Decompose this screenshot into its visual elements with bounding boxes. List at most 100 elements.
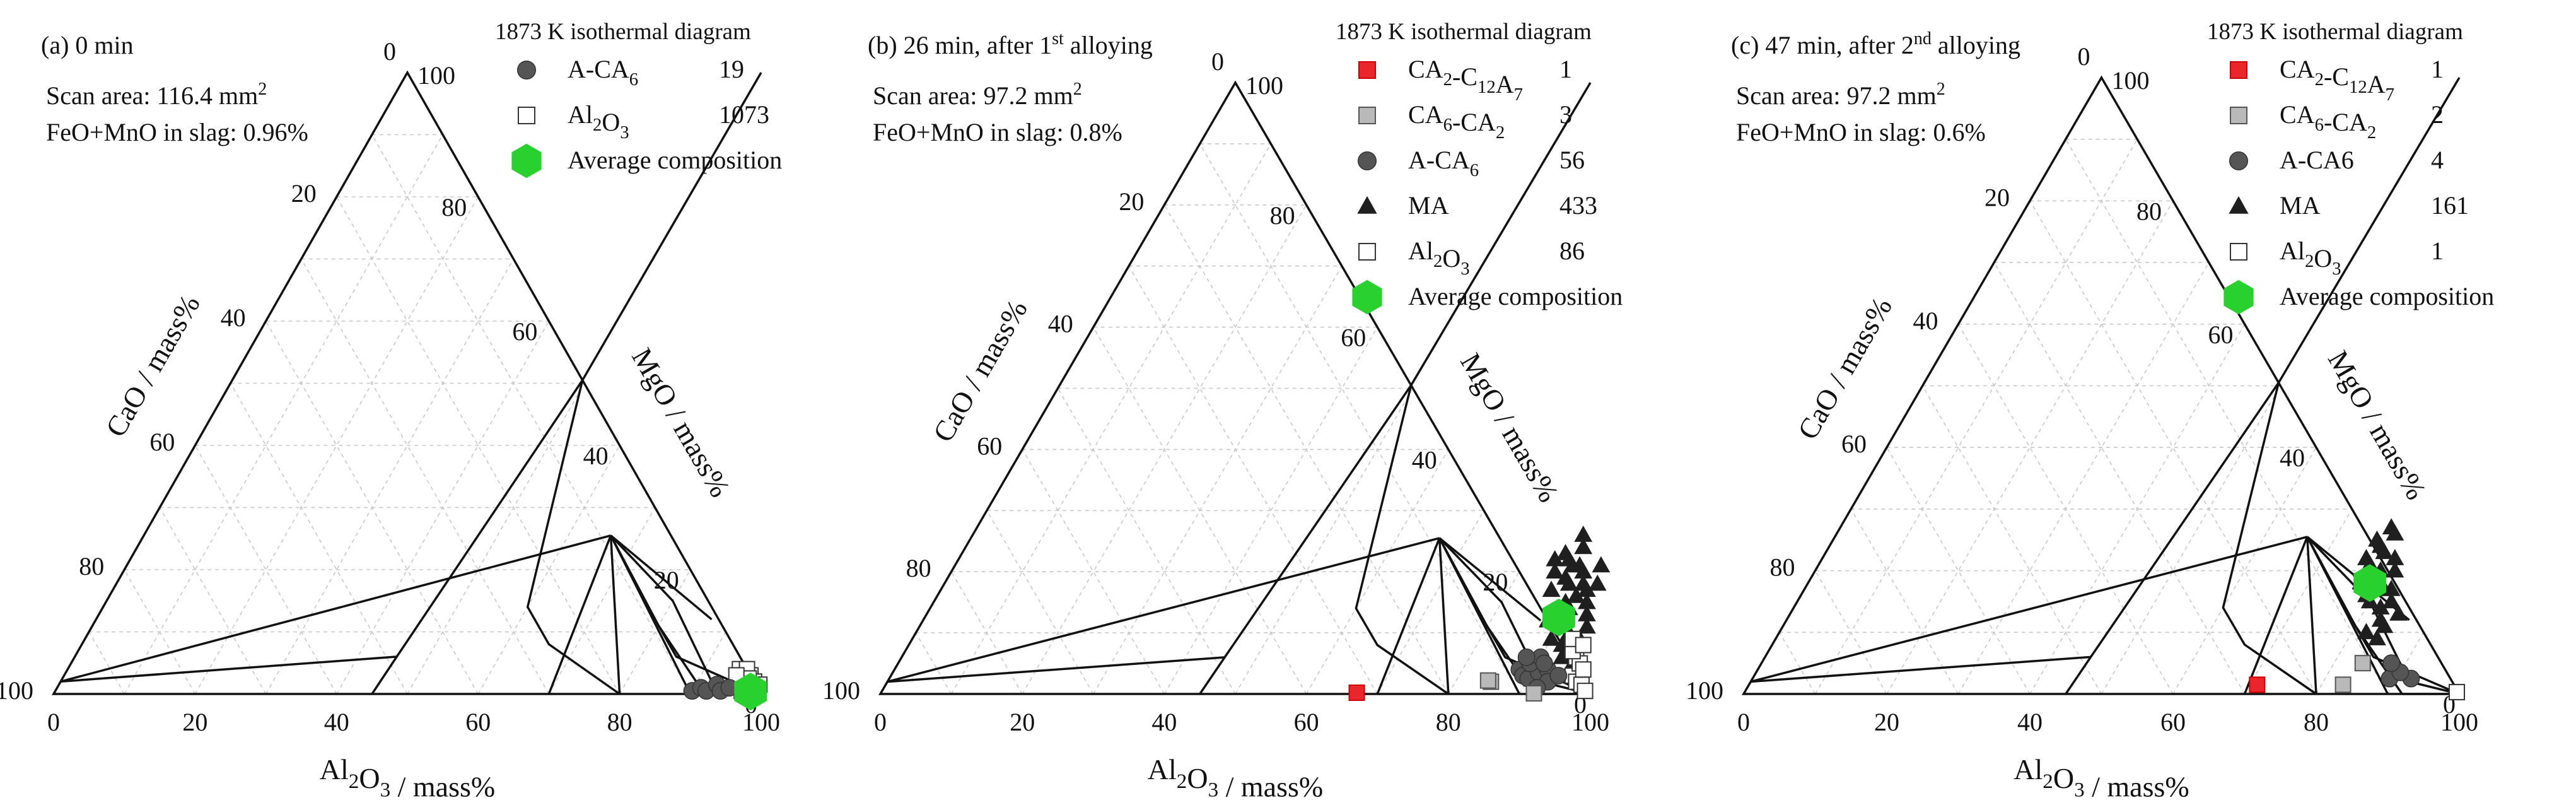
point-al2o3	[1575, 637, 1592, 654]
legend-label: CA6-CA2	[1408, 100, 1505, 143]
tick-label-al2o3: 100	[1571, 708, 1609, 736]
panel-label: (a) 0 min	[41, 31, 134, 59]
tick-label-mgo: 60	[1341, 324, 1366, 352]
tick-label-cao: 40	[221, 303, 246, 332]
axis-title-al2o3: Al2O3 / mass%	[2014, 753, 2189, 803]
point-ma	[2382, 580, 2401, 596]
grid-line	[1993, 262, 2246, 695]
grid-line	[619, 569, 691, 695]
point-a-ca6	[1517, 648, 1536, 666]
grid-line	[371, 134, 691, 695]
point-a-ca6	[1535, 654, 1553, 673]
legend-label: Average composition	[1408, 282, 1623, 310]
grid-line	[1128, 266, 1378, 695]
legend-count: 3	[1559, 100, 1572, 129]
point-a-ca6	[2382, 654, 2401, 673]
tick-label-cao: 60	[1841, 430, 1867, 458]
grid-line	[265, 259, 514, 695]
point-ma	[1542, 629, 1561, 646]
legend-label: Average composition	[568, 146, 782, 174]
point-ma	[2375, 616, 2394, 633]
tick-label-cao: 40	[1913, 307, 1938, 335]
tick-label-mgo: 20	[1483, 568, 1508, 596]
panel-label: (b) 26 min, after 1st alloying	[868, 29, 1153, 59]
ternary-panel-a: 000202020404040606060808080100100100Al2O…	[0, 19, 782, 803]
point-ma	[1559, 574, 1578, 591]
phase-boundary-line	[2065, 656, 2092, 695]
tick-label-al2o3: 20	[182, 708, 207, 736]
grid-line	[1886, 447, 2031, 695]
axis-title-mgo: MgO / mass%	[2322, 345, 2433, 505]
legend-marker-al2o3	[2230, 243, 2247, 261]
legend-count: 2	[2431, 100, 2444, 129]
phase-boundary-line	[1751, 77, 2461, 683]
legend-label: CA2-C12A7	[1408, 55, 1523, 105]
point-average-composition	[734, 673, 767, 710]
legend-marker-average-composition	[1352, 279, 1382, 315]
grid-line	[477, 445, 621, 695]
point-ma	[2386, 561, 2404, 578]
grid-line	[1922, 385, 2102, 695]
grid-line	[1779, 632, 1816, 695]
grid-line	[1850, 508, 1959, 695]
legend-label: Al2O3	[1408, 237, 1470, 279]
grid-line	[1093, 266, 1343, 695]
tick-label-cao: 80	[79, 552, 104, 580]
scan-area: Scan area: 97.2 mm2	[1736, 79, 1945, 110]
phase-boundary-line	[547, 535, 612, 695]
phase-boundary-line	[610, 534, 706, 695]
phase-boundary-line	[887, 82, 1592, 683]
phase-boundary-line	[60, 534, 612, 683]
triangle-frame	[51, 70, 764, 695]
axis-title-mgo: MgO / mass%	[626, 343, 737, 502]
tick-label-cao: 20	[291, 179, 317, 208]
legend-label: A-CA6	[1408, 146, 1479, 180]
tick-label-cao: 40	[1048, 310, 1073, 338]
tick-label-cao: 0	[383, 37, 396, 66]
axis-title-al2o3: Al2O3 / mass%	[1148, 753, 1323, 803]
point-ma	[2382, 518, 2401, 535]
tick-label-al2o3: 20	[1010, 708, 1035, 736]
point-ma	[1574, 562, 1593, 579]
tick-label-mgo: 40	[2280, 444, 2305, 472]
point-average-composition	[2353, 564, 2386, 602]
grid-line	[1957, 262, 2210, 695]
grid-line	[407, 383, 585, 695]
legend-header: 1873 K isothermal diagram	[1336, 19, 1592, 45]
phase-boundary-line	[1199, 656, 1226, 695]
legend-marker-ma	[1357, 196, 1377, 214]
phase-boundary-line	[1355, 385, 1449, 695]
legend-marker-ca2-c12a7	[2230, 61, 2247, 79]
scan-area: Scan area: 116.4 mm2	[46, 79, 267, 110]
grid-line	[548, 507, 656, 695]
tick-label-al2o3: 60	[1294, 708, 1319, 736]
phase-boundary-line	[526, 380, 621, 695]
legend-label: A-CA6	[568, 55, 638, 90]
legend-count: 4	[2431, 146, 2444, 174]
point-ca6-ca2	[1479, 672, 1496, 689]
ternary-panel-c: 000202020404040606060808080100100100Al2O…	[1686, 19, 2494, 803]
tick-label-mgo: 100	[2112, 66, 2150, 95]
tick-label-mgo: 100	[417, 61, 455, 90]
axis-title-mgo: MgO / mass%	[1454, 348, 1565, 507]
point-ma	[2357, 623, 2375, 640]
phase-boundary-line	[1438, 538, 1450, 695]
grid-line	[1448, 571, 1520, 695]
legend-count: 19	[719, 55, 744, 83]
point-ma	[1588, 574, 1607, 591]
point-ma	[1574, 574, 1593, 591]
point-ca6-ca2	[2334, 676, 2352, 693]
grid-line	[1022, 449, 1165, 695]
grid	[915, 143, 1556, 695]
grid-line	[1305, 449, 1449, 695]
axis-title-cao: CaO / mass%	[1792, 292, 1898, 445]
legend-label: Al2O3	[568, 100, 629, 143]
tick-label-al2o3: 60	[465, 708, 491, 736]
point-ma	[1574, 526, 1593, 542]
tick-label-al2o3: 0	[47, 708, 60, 736]
legend-count: 1	[2431, 237, 2444, 265]
tick-label-mgo: 20	[654, 566, 679, 594]
point-ma	[2368, 629, 2386, 645]
feo-mno-content: FeO+MnO in slag: 0.8%	[873, 118, 1122, 146]
